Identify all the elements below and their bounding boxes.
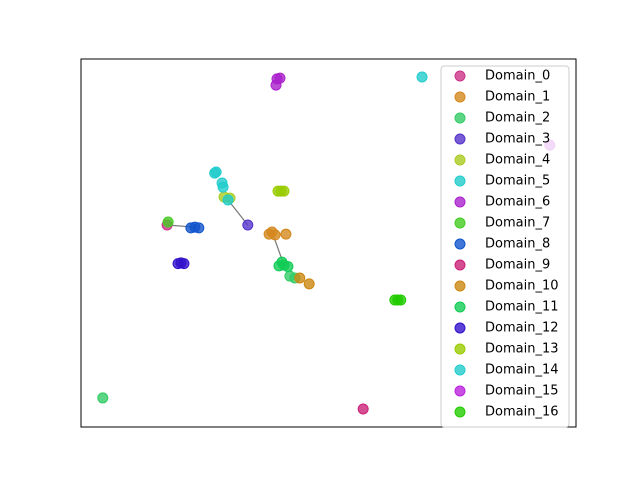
legend-marker — [454, 154, 466, 166]
point — [395, 294, 407, 306]
legend-marker — [454, 301, 466, 313]
legend-label: Domain_8 — [485, 237, 550, 252]
point — [209, 167, 221, 179]
point — [416, 71, 428, 83]
legend-marker — [454, 238, 466, 250]
legend-marker — [454, 406, 466, 418]
legend-marker — [454, 343, 466, 355]
legend-label: Domain_0 — [485, 69, 550, 84]
legend-marker — [454, 280, 466, 292]
point — [222, 194, 234, 206]
legend-marker — [454, 133, 466, 145]
legend-label: Domain_5 — [485, 174, 550, 189]
point — [274, 72, 286, 84]
legend-label: Domain_7 — [485, 216, 550, 231]
legend-label: Domain_12 — [485, 321, 559, 336]
legend-label: Domain_14 — [485, 363, 559, 378]
legend-label: Domain_2 — [485, 111, 550, 126]
legend-label: Domain_16 — [485, 405, 559, 420]
legend-label: Domain_4 — [485, 153, 550, 168]
legend-marker — [454, 364, 466, 376]
legend-marker — [454, 385, 466, 397]
legend-marker — [454, 70, 466, 82]
legend-label: Domain_15 — [485, 384, 559, 399]
legend-label: Domain_13 — [485, 342, 559, 357]
legend-label: Domain_3 — [485, 132, 550, 147]
legend-box — [440, 65, 570, 428]
legend-label: Domain_9 — [485, 258, 550, 273]
point — [282, 261, 294, 273]
point — [178, 258, 190, 270]
point — [357, 403, 369, 415]
point — [97, 392, 109, 404]
point — [278, 185, 290, 197]
legend-label: Domain_11 — [485, 300, 559, 315]
legend-marker — [454, 259, 466, 271]
point — [162, 216, 174, 228]
point — [242, 219, 254, 231]
legend-label: Domain_1 — [485, 90, 550, 105]
point — [280, 228, 292, 240]
legend-marker — [454, 175, 466, 187]
legend-marker — [454, 112, 466, 124]
legend-label: Domain_6 — [485, 195, 550, 210]
legend-marker — [454, 196, 466, 208]
legend-marker — [454, 322, 466, 334]
legend-label: Domain_10 — [485, 279, 559, 294]
point — [269, 229, 281, 241]
legend-marker — [454, 91, 466, 103]
legend-marker — [454, 217, 466, 229]
point — [193, 222, 205, 234]
point — [294, 272, 306, 284]
point — [303, 278, 315, 290]
point — [217, 181, 229, 193]
